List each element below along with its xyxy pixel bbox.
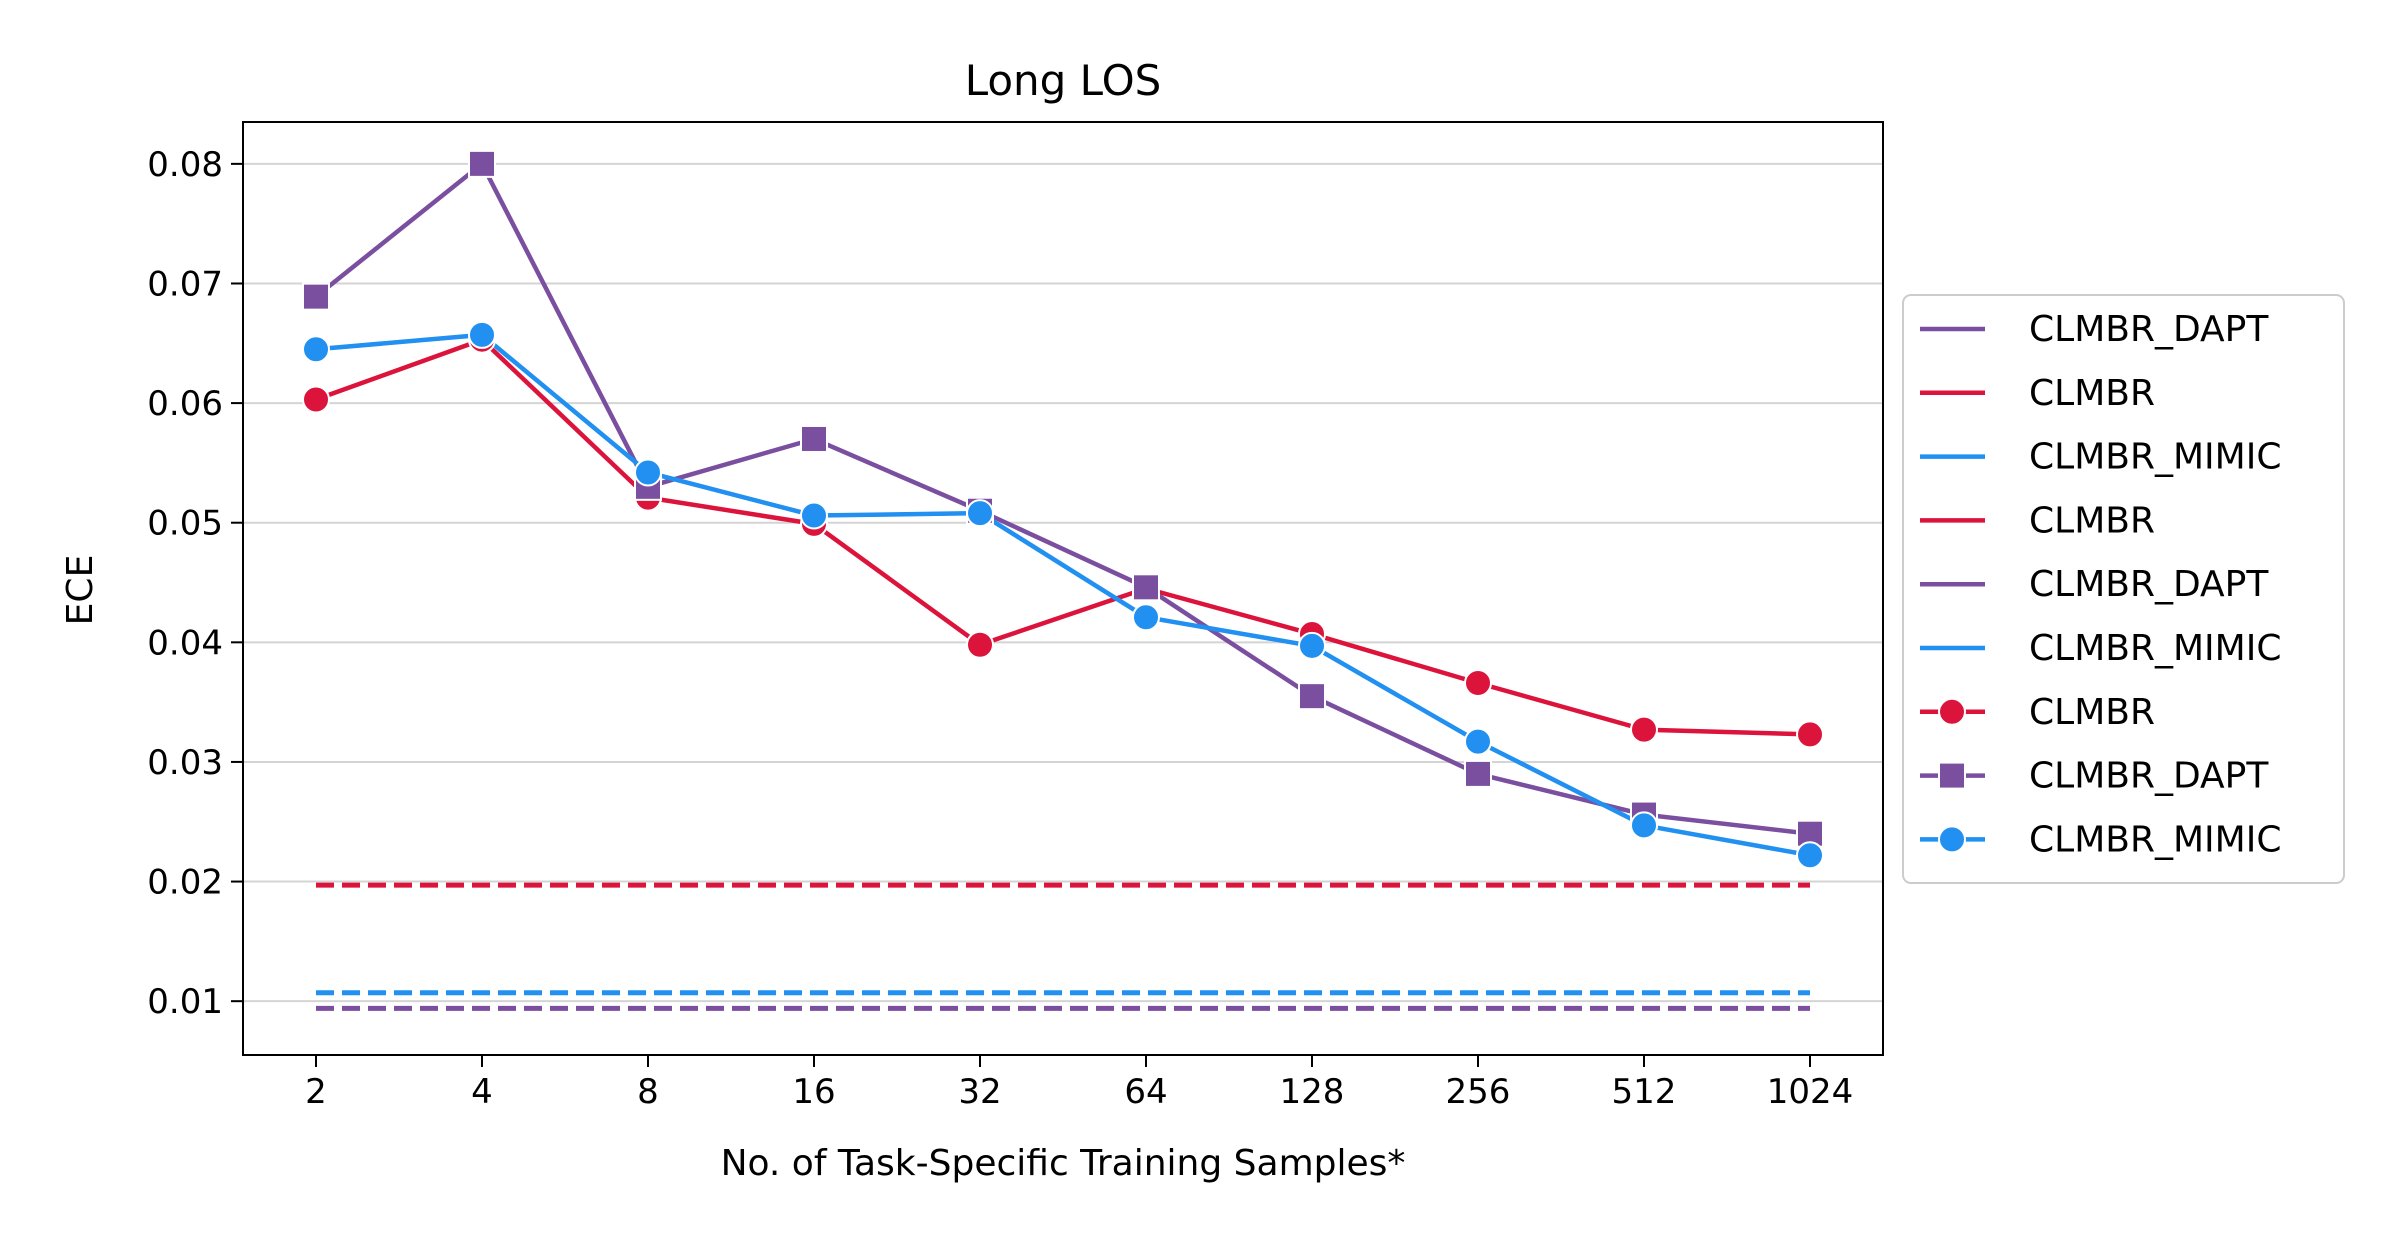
legend-label: CLMBR_DAPT: [2029, 756, 2269, 797]
data-point-clmbr-mimic: [634, 458, 662, 487]
gridlines: [243, 162, 1883, 1003]
y-tick-label: 0.08: [147, 145, 223, 185]
data-point-clmbr-dapt: [1132, 573, 1160, 602]
data-point-clmbr-mimic: [1464, 727, 1492, 756]
x-axis-label: No. of Task-Specific Training Samples*: [721, 1143, 1406, 1184]
data-point-clmbr-mimic: [1630, 811, 1658, 840]
series-markers: [302, 149, 1824, 870]
y-tick-label: 0.02: [147, 863, 223, 903]
y-axis-label: ECE: [60, 555, 101, 626]
legend-label: CLMBR_MIMIC: [2029, 819, 2281, 860]
data-point-clmbr: [1796, 720, 1824, 749]
data-point-clmbr-mimic: [966, 499, 994, 528]
x-tick-label: 8: [637, 1072, 659, 1112]
data-point-clmbr: [966, 630, 994, 659]
legend-label: CLMBR: [2029, 500, 2155, 541]
series-line-clmbr: [315, 337, 1811, 737]
data-point-clmbr-dapt: [302, 282, 330, 311]
x-tick-label: 128: [1280, 1072, 1345, 1112]
legend-marker: [1938, 761, 1966, 790]
x-tick-label: 256: [1446, 1072, 1511, 1112]
data-point-clmbr-mimic: [468, 320, 496, 349]
data-point-clmbr-mimic: [1796, 841, 1824, 870]
baselines: [316, 882, 1810, 1011]
legend-marker: [1938, 825, 1966, 854]
y-tick-label: 0.01: [147, 982, 223, 1022]
data-point-clmbr-mimic: [1298, 631, 1326, 660]
legend-marker: [1938, 697, 1966, 726]
legend-label: CLMBR_MIMIC: [2029, 437, 2281, 478]
x-tick-label: 512: [1612, 1072, 1677, 1112]
legend-box: [1902, 294, 2345, 884]
data-point-clmbr-mimic: [800, 501, 828, 530]
x-tick-label: 1024: [1767, 1072, 1854, 1112]
data-point-clmbr-dapt: [468, 149, 496, 178]
x-axis: 2 4 8 16 32 64 128 256 512 1024: [305, 1055, 1853, 1112]
x-tick-label: 16: [792, 1072, 835, 1112]
y-tick-label: 0.06: [147, 384, 223, 424]
series-lines: [314, 161, 1811, 858]
data-point-clmbr-mimic: [1132, 603, 1160, 632]
x-tick-label: 2: [305, 1072, 327, 1112]
y-tick-label: 0.05: [147, 504, 223, 544]
legend-label: CLMBR: [2029, 373, 2155, 414]
series-line-clmbr-dapt: [314, 161, 1811, 836]
y-axis: 0.01 0.02 0.03 0.04 0.05 0.06 0.07 0.08: [147, 145, 243, 1022]
x-tick-label: 64: [1124, 1072, 1167, 1112]
legend: CLMBR_DAPT CLMBR CLMBR_MIMIC CLMBR CLMBR_DAP…: [1902, 294, 2345, 884]
legend-label: CLMBR: [2029, 692, 2155, 733]
y-tick-label: 0.04: [147, 623, 223, 663]
legend-label: CLMBR_DAPT: [2029, 309, 2269, 350]
y-tick-label: 0.07: [147, 264, 223, 304]
data-point-clmbr: [1464, 668, 1492, 697]
x-tick-label: 4: [471, 1072, 493, 1112]
data-point-clmbr-mimic: [302, 335, 330, 364]
data-point-clmbr-dapt: [800, 424, 828, 453]
data-point-clmbr-dapt: [1298, 682, 1326, 711]
plot-area: [242, 121, 1884, 1056]
chart-title: Long LOS: [965, 56, 1162, 105]
y-tick-label: 0.03: [147, 743, 223, 783]
data-point-clmbr: [302, 385, 330, 414]
series-line-clmbr-mimic: [315, 332, 1811, 858]
data-point-clmbr: [1630, 715, 1658, 744]
legend-label: CLMBR_MIMIC: [2029, 628, 2281, 669]
x-tick-label: 32: [958, 1072, 1001, 1112]
data-point-clmbr-dapt: [1464, 759, 1492, 788]
legend-label: CLMBR_DAPT: [2029, 564, 2269, 605]
